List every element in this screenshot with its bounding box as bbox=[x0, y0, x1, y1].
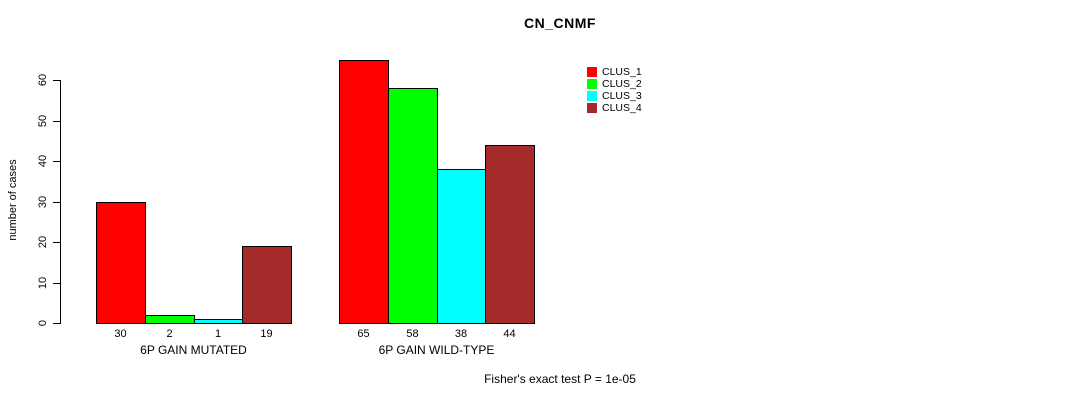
y-axis-tick-label: 60 bbox=[37, 73, 49, 87]
bar-clus_3-group2 bbox=[437, 169, 486, 324]
y-axis-tick bbox=[53, 323, 60, 324]
bar-value-label: 19 bbox=[260, 328, 273, 340]
bar-clus_2-group2 bbox=[388, 88, 438, 324]
legend-swatch-icon bbox=[587, 91, 597, 101]
y-axis-tick bbox=[53, 242, 60, 243]
bar-clus_2-group1 bbox=[145, 315, 195, 324]
legend-item-label: CLUS_4 bbox=[602, 102, 642, 114]
category-label-group1: 6P GAIN MUTATED bbox=[140, 343, 247, 357]
bar-value-label: 2 bbox=[166, 328, 173, 340]
bar-clus_1-group2 bbox=[339, 60, 389, 324]
y-axis-tick bbox=[53, 161, 60, 162]
y-axis-label: number of cases bbox=[7, 159, 19, 241]
legend-swatch-icon bbox=[587, 103, 597, 113]
y-axis-tick-label: 30 bbox=[37, 195, 49, 209]
legend-item-clus_2: CLUS_2 bbox=[587, 78, 642, 90]
legend-swatch-icon bbox=[587, 79, 597, 89]
bar-value-label: 1 bbox=[214, 328, 222, 340]
legend: CLUS_1 CLUS_2 CLUS_3 CLUS_4 bbox=[587, 66, 642, 114]
y-axis-tick bbox=[53, 202, 60, 203]
y-axis-tick bbox=[53, 283, 60, 284]
y-axis-tick-label: 40 bbox=[37, 154, 49, 168]
legend-item-clus_3: CLUS_3 bbox=[587, 90, 642, 102]
legend-item-label: CLUS_1 bbox=[602, 66, 642, 78]
y-axis-tick-label: 20 bbox=[37, 235, 49, 249]
y-axis-line bbox=[60, 80, 61, 324]
y-axis-tick bbox=[53, 80, 60, 81]
bar-clus_4-group2 bbox=[485, 145, 535, 324]
bar-clus_4-group1 bbox=[242, 246, 292, 324]
legend-item-clus_4: CLUS_4 bbox=[587, 102, 642, 114]
bar-value-label: 44 bbox=[503, 328, 516, 340]
y-axis-tick-label: 0 bbox=[37, 319, 49, 327]
legend-swatch-icon bbox=[587, 67, 597, 77]
legend-item-label: CLUS_3 bbox=[602, 90, 642, 102]
y-axis-tick bbox=[53, 121, 60, 122]
legend-item-clus_1: CLUS_1 bbox=[587, 66, 642, 78]
bar-clus_3-group1 bbox=[194, 319, 243, 324]
category-label-group2: 6P GAIN WILD-TYPE bbox=[378, 343, 495, 357]
y-axis-tick-label: 10 bbox=[37, 276, 49, 290]
bar-value-label: 30 bbox=[114, 328, 127, 340]
bar-value-label: 65 bbox=[357, 328, 370, 340]
y-axis-tick-label: 50 bbox=[37, 114, 49, 128]
footer-annotation: Fisher's exact test P = 1e-05 bbox=[484, 372, 636, 386]
bar-value-label: 58 bbox=[406, 328, 419, 340]
bar-value-label: 38 bbox=[454, 328, 468, 340]
bar-clus_1-group1 bbox=[96, 202, 146, 324]
legend-item-label: CLUS_2 bbox=[602, 78, 642, 90]
chart-title: CN_CNMF bbox=[524, 15, 596, 31]
